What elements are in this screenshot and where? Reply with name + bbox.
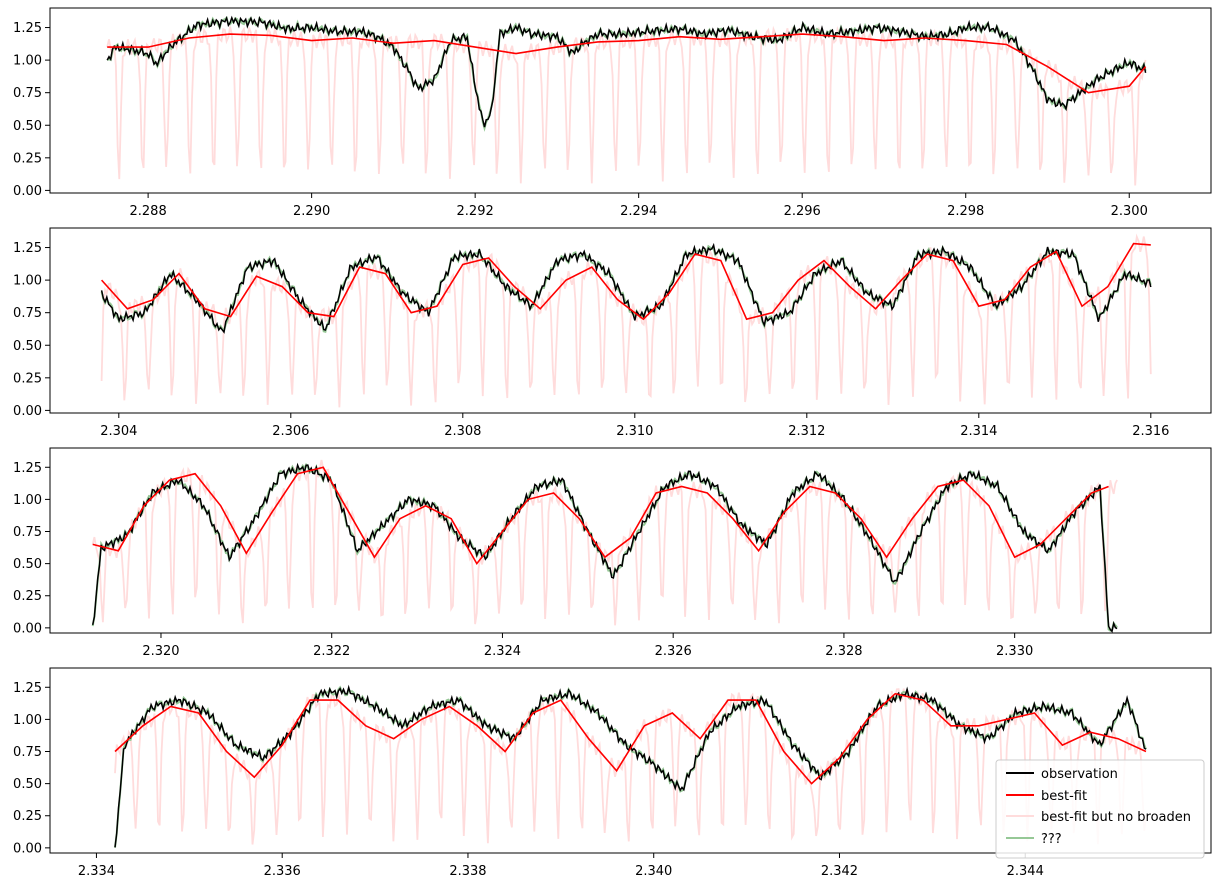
series-observation xyxy=(100,242,1152,334)
y-tick-label: 0.25 xyxy=(13,589,42,604)
y-tick-label: 0.75 xyxy=(13,86,42,101)
legend-label-best-fit: best-fit xyxy=(1041,789,1087,804)
y-tick-label: 0.25 xyxy=(13,809,42,824)
x-tick-label: 2.316 xyxy=(1132,424,1169,439)
x-tick-label: 2.320 xyxy=(142,644,179,659)
y-tick-label: 0.50 xyxy=(13,119,42,134)
x-tick-label: 2.344 xyxy=(1007,864,1044,879)
panel-4: 0.00 0.25 0.50 0.75 1.00 1.25 2.334 2.336 2.338 2… xyxy=(13,667,1212,879)
y-tick-label: 1.25 xyxy=(13,461,42,476)
panel-3: 0.00 0.25 0.50 0.75 1.00 1.25 2.320 2.322 2.324 2… xyxy=(13,447,1212,659)
y-tick-label: 0.25 xyxy=(13,151,42,166)
axes-frame xyxy=(49,667,1212,854)
x-tick-label: 2.292 xyxy=(457,204,494,219)
x-tick-label: 2.308 xyxy=(444,424,481,439)
y-tick-label: 0.75 xyxy=(13,306,42,321)
y-tick-label: 0.00 xyxy=(13,404,42,419)
y-tick-label: 0.00 xyxy=(13,841,42,856)
axes-frame xyxy=(49,447,1212,634)
x-tick-label: 2.290 xyxy=(293,204,330,219)
series-observation xyxy=(114,684,1147,848)
series-best-fit xyxy=(107,33,1147,94)
x-tick-label: 2.296 xyxy=(784,204,821,219)
y-tick-label: 0.25 xyxy=(13,371,42,386)
x-tick-label: 2.324 xyxy=(484,644,521,659)
series-best-fit xyxy=(114,692,1147,785)
y-tick-label: 1.25 xyxy=(13,21,42,36)
panel-2: 0.00 0.25 0.50 0.75 1.00 1.25 2.304 2.306 2.308 2… xyxy=(13,227,1212,439)
y-tick-label: 0.50 xyxy=(13,777,42,792)
x-tick-label: 2.330 xyxy=(996,644,1033,659)
x-tick-label: 2.326 xyxy=(655,644,692,659)
series-best-fit-no-broaden xyxy=(91,459,1118,626)
legend-box xyxy=(995,759,1205,859)
series-unknown xyxy=(100,244,1152,334)
panels-layer: 0.00 0.25 0.50 0.75 1.00 1.25 2.288 2.290 2.292 2… xyxy=(13,7,1212,879)
x-tick-label: 2.312 xyxy=(788,424,825,439)
panel-1: 0.00 0.25 0.50 0.75 1.00 1.25 2.288 2.290 2.292 2… xyxy=(13,7,1212,219)
series-best-fit xyxy=(92,466,1109,566)
legend: observation best-fit best-fit but no bro… xyxy=(995,759,1205,859)
legend-label-observation: observation xyxy=(1041,767,1118,782)
series-unknown xyxy=(114,685,1147,848)
series-best-fit-no-broaden xyxy=(100,233,1152,408)
legend-label-best-fit-no-broaden: best-fit but no broaden xyxy=(1041,810,1191,825)
x-tick-label: 2.336 xyxy=(264,864,301,879)
series-observation xyxy=(106,15,1147,128)
x-tick-label: 2.288 xyxy=(130,204,167,219)
y-tick-label: 1.00 xyxy=(13,274,42,289)
y-tick-label: 1.00 xyxy=(13,713,42,728)
x-tick-label: 2.298 xyxy=(947,204,984,219)
y-tick-label: 1.00 xyxy=(13,493,42,508)
x-tick-label: 2.338 xyxy=(449,864,486,879)
series-best-fit-no-broaden xyxy=(114,688,1147,845)
x-tick-label: 2.294 xyxy=(620,204,657,219)
y-tick-label: 1.25 xyxy=(13,681,42,696)
x-tick-label: 2.340 xyxy=(635,864,672,879)
y-tick-label: 0.00 xyxy=(13,184,42,199)
series-best-fit xyxy=(101,242,1151,321)
y-tick-label: 1.25 xyxy=(13,241,42,256)
x-tick-label: 2.304 xyxy=(100,424,137,439)
x-tick-label: 2.322 xyxy=(313,644,350,659)
x-tick-label: 2.314 xyxy=(960,424,997,439)
y-tick-label: 0.75 xyxy=(13,525,42,540)
x-tick-label: 2.328 xyxy=(825,644,862,659)
series-observation xyxy=(91,462,1118,633)
x-tick-label: 2.342 xyxy=(821,864,858,879)
axes-frame xyxy=(49,7,1212,194)
x-tick-label: 2.306 xyxy=(272,424,309,439)
y-tick-label: 1.00 xyxy=(13,54,42,69)
y-tick-label: 0.75 xyxy=(13,745,42,760)
axes-frame xyxy=(49,227,1212,414)
x-tick-label: 2.300 xyxy=(1111,204,1148,219)
x-tick-label: 2.310 xyxy=(616,424,653,439)
x-tick-label: 2.334 xyxy=(78,864,115,879)
series-best-fit-no-broaden xyxy=(106,25,1147,186)
y-tick-label: 0.00 xyxy=(13,621,42,636)
y-tick-label: 0.50 xyxy=(13,557,42,572)
legend-label-unknown: ??? xyxy=(1041,832,1062,847)
y-tick-label: 0.50 xyxy=(13,339,42,354)
